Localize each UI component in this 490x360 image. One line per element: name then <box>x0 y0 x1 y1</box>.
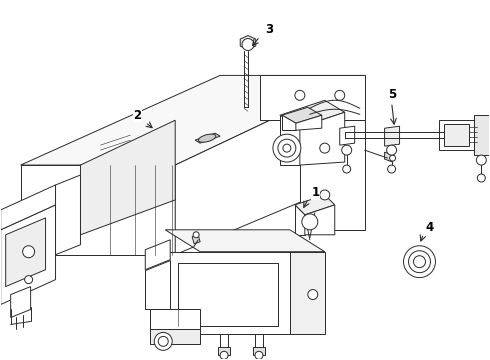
Circle shape <box>404 246 436 278</box>
Circle shape <box>24 276 33 284</box>
Polygon shape <box>21 165 175 255</box>
Polygon shape <box>280 115 300 165</box>
Circle shape <box>158 336 168 346</box>
Circle shape <box>278 139 296 157</box>
Circle shape <box>414 256 425 268</box>
Polygon shape <box>0 205 55 305</box>
Polygon shape <box>150 310 200 329</box>
Circle shape <box>220 351 228 359</box>
Polygon shape <box>444 124 469 146</box>
Circle shape <box>23 246 35 258</box>
Text: 1: 1 <box>312 186 320 199</box>
Circle shape <box>242 39 254 50</box>
Polygon shape <box>282 115 296 130</box>
Circle shape <box>193 232 199 238</box>
Polygon shape <box>440 120 474 150</box>
Circle shape <box>320 143 330 153</box>
Text: 4: 4 <box>425 221 434 234</box>
Polygon shape <box>295 205 305 235</box>
Text: 3: 3 <box>265 23 273 36</box>
Polygon shape <box>385 126 399 146</box>
Text: 5: 5 <box>389 88 397 101</box>
Circle shape <box>387 145 396 155</box>
Polygon shape <box>474 115 490 155</box>
Circle shape <box>154 332 172 350</box>
Polygon shape <box>385 152 392 162</box>
Polygon shape <box>305 205 335 235</box>
Polygon shape <box>295 195 335 215</box>
Circle shape <box>477 174 485 182</box>
Polygon shape <box>290 252 325 334</box>
Circle shape <box>302 214 318 230</box>
Polygon shape <box>340 126 355 145</box>
Polygon shape <box>296 115 322 130</box>
Polygon shape <box>0 185 55 230</box>
Text: 2: 2 <box>133 109 142 122</box>
Polygon shape <box>145 240 170 270</box>
Circle shape <box>295 90 305 100</box>
Polygon shape <box>80 120 175 235</box>
Polygon shape <box>260 75 365 120</box>
Polygon shape <box>218 347 230 355</box>
Polygon shape <box>300 120 365 230</box>
Circle shape <box>343 165 351 173</box>
Polygon shape <box>145 260 170 310</box>
Polygon shape <box>165 230 325 252</box>
Polygon shape <box>253 347 265 355</box>
Circle shape <box>409 251 431 273</box>
Circle shape <box>335 90 345 100</box>
Polygon shape <box>178 263 278 327</box>
Polygon shape <box>165 252 290 334</box>
Circle shape <box>273 134 301 162</box>
Circle shape <box>283 144 291 152</box>
Polygon shape <box>280 100 345 127</box>
Polygon shape <box>21 75 365 165</box>
Polygon shape <box>6 218 46 287</box>
Circle shape <box>320 190 330 200</box>
Polygon shape <box>195 133 220 143</box>
Circle shape <box>388 165 395 173</box>
Circle shape <box>390 155 395 161</box>
Polygon shape <box>11 287 30 318</box>
Circle shape <box>255 351 263 359</box>
Ellipse shape <box>198 134 216 142</box>
Circle shape <box>342 145 352 155</box>
Circle shape <box>476 155 486 165</box>
Circle shape <box>308 289 318 300</box>
Polygon shape <box>55 175 80 255</box>
Polygon shape <box>240 36 256 50</box>
Polygon shape <box>175 75 365 255</box>
Polygon shape <box>282 107 322 123</box>
Polygon shape <box>192 235 200 244</box>
Polygon shape <box>300 112 345 165</box>
Polygon shape <box>150 329 200 345</box>
